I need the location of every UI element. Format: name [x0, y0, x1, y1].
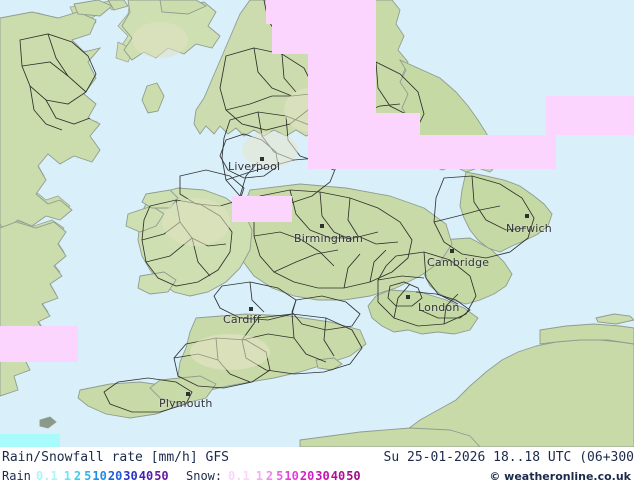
city-marker-dot — [525, 214, 529, 218]
snow-scale-step-10: 10 — [284, 469, 299, 483]
precip-block-snow — [308, 135, 364, 169]
snow-scale-step-20: 20 — [299, 469, 315, 483]
city-label: Birmingham — [294, 232, 364, 245]
snow-legend-label: Snow: — [186, 469, 223, 483]
precip-block-snow — [232, 196, 292, 222]
city-label: Norwich — [506, 222, 552, 235]
precip-block-snow — [266, 0, 308, 24]
city-label: Cambridge — [427, 256, 490, 269]
city-marker-dot — [249, 307, 253, 311]
terrain-shading — [132, 22, 336, 370]
city-label: Liverpool — [228, 160, 281, 173]
city-label: London — [418, 301, 460, 314]
rain-scale-step-30: 30 — [123, 469, 138, 483]
city-marker-dot — [186, 392, 190, 396]
precip-block-snow — [364, 135, 556, 169]
map-footer: Rain/Snowfall rate [mm/h] GFS Su 25-01-2… — [0, 447, 634, 490]
rain-scale-step-10: 10 — [92, 469, 107, 483]
snow-scale-step-2: 2 — [265, 469, 274, 483]
footer-datetime: Su 25-01-2026 18..18 UTC (06+300 — [383, 450, 634, 465]
rain-scale-step-0.1: 0.1 — [36, 469, 58, 483]
rain-scale-step-2: 2 — [73, 469, 82, 483]
copyright-notice[interactable]: © weatheronline.co.uk — [489, 470, 631, 483]
snow-scale-step-40: 40 — [330, 469, 346, 483]
rain-scale-step-20: 20 — [107, 469, 123, 483]
snow-scale-step-30: 30 — [315, 469, 330, 483]
rain-scale-step-40: 40 — [138, 469, 154, 483]
snow-scale-step-5: 5 — [276, 469, 284, 483]
city-marker-dot — [450, 249, 454, 253]
precip-block-snow — [546, 96, 634, 135]
precip-block-snow — [272, 24, 308, 54]
city-marker-dot — [260, 157, 264, 161]
precip-block-snow — [308, 0, 376, 113]
rain-legend-label: Rain — [2, 469, 31, 483]
snow-scale-step-1: 1 — [255, 469, 263, 483]
snow-legend-scale: 0.1 1 2 51020304050 — [228, 469, 362, 483]
city-marker-dot — [406, 295, 410, 299]
snow-scale-step-50: 50 — [346, 469, 361, 483]
city-label: Cardiff — [223, 313, 261, 326]
rain-scale-step-5: 5 — [84, 469, 92, 483]
city-label: Plymouth — [159, 397, 213, 410]
precip-block-snow — [0, 326, 78, 362]
snow-scale-step-0.1: 0.1 — [228, 469, 250, 483]
city-marker-dot — [320, 224, 324, 228]
rain-scale-step-50: 50 — [154, 469, 169, 483]
precipitation-map[interactable]: Liverpool Birmingham Norwich Cambridge Londo… — [0, 0, 634, 447]
rain-scale-step-1: 1 — [63, 469, 71, 483]
rain-legend-scale: 0.1 1 2 51020304050 — [36, 469, 170, 483]
footer-title: Rain/Snowfall rate [mm/h] GFS — [2, 450, 229, 465]
precip-block-snow — [308, 113, 420, 135]
precip-block-rain — [0, 434, 60, 447]
